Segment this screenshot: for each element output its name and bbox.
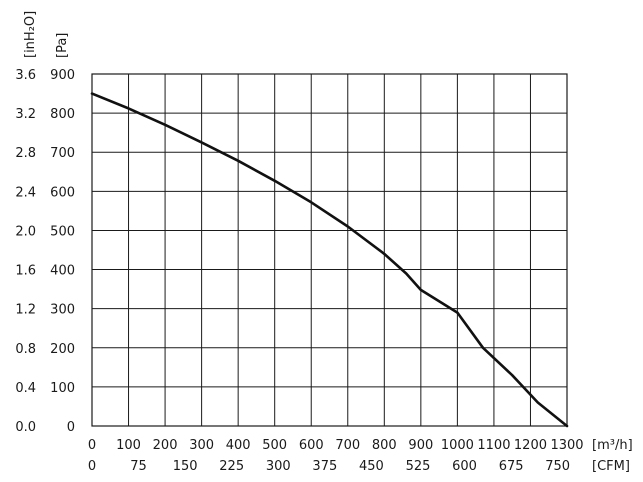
y-primary-tick-label: 0: [67, 420, 75, 435]
plot-frame: [91, 73, 568, 427]
horizontal-gridlines: [92, 112, 567, 388]
x-primary-tick-label: 0: [88, 438, 96, 453]
x-primary-tick-label: 300: [189, 438, 214, 453]
x-secondary-tick-label: 600: [452, 459, 477, 474]
series-line: [90, 92, 569, 428]
y-primary-tick-label: 100: [50, 381, 75, 396]
y-secondary-unit-label: [inH₂O]: [23, 11, 38, 58]
x-primary-tick-label: 1000: [441, 438, 474, 453]
x-primary-tick-label: 1200: [514, 438, 547, 453]
y-secondary-tick-label: 3.6: [15, 68, 36, 83]
y-secondary-tick-label: 0.8: [15, 342, 36, 357]
y-primary-tick-label: 700: [50, 146, 75, 161]
x-secondary-tick-label: 150: [173, 459, 198, 474]
x-primary-tick-label: 100: [116, 438, 141, 453]
x-primary-tick-label: 400: [226, 438, 251, 453]
x-primary-tick-label: 200: [153, 438, 178, 453]
x-secondary-tick-labels: 0 75 150 225 300 375 450 525 600 675 750: [88, 459, 570, 474]
x-secondary-tick-label: 0: [88, 459, 96, 474]
x-secondary-tick-label: 525: [406, 459, 431, 474]
x-secondary-tick-label: 225: [219, 459, 244, 474]
y-primary-tick-label: 500: [50, 224, 75, 239]
y-primary-tick-label: 200: [50, 342, 75, 357]
y-secondary-tick-label: 2.8: [15, 146, 36, 161]
x-primary-unit-label: [m³/h]: [592, 438, 633, 453]
y-secondary-tick-label: 1.2: [15, 303, 36, 318]
x-secondary-tick-label: 375: [312, 459, 337, 474]
y-primary-tick-label: 300: [50, 303, 75, 318]
x-primary-tick-label: 500: [262, 438, 287, 453]
y-secondary-tick-label: 0.4: [15, 381, 36, 396]
x-primary-tick-label: 1300: [550, 438, 583, 453]
x-primary-tick-label: 1100: [477, 438, 510, 453]
x-primary-tick-label: 800: [372, 438, 397, 453]
y-primary-tick-labels: 0 100 200 300 400 500 600 700 800 900: [50, 68, 75, 435]
y-secondary-tick-labels: 0.0 0.4 0.8 1.2 1.6 2.0 2.4 2.8 3.2 3.6: [15, 68, 36, 435]
x-secondary-tick-label: 450: [359, 459, 384, 474]
y-primary-tick-label: 900: [50, 68, 75, 83]
x-secondary-unit-label: [CFM]: [592, 459, 630, 474]
x-secondary-tick-label: 675: [499, 459, 524, 474]
y-secondary-tick-label: 3.2: [15, 107, 36, 122]
y-secondary-tick-label: 2.0: [15, 224, 36, 239]
y-secondary-tick-label: 0.0: [15, 420, 36, 435]
x-primary-tick-label: 700: [335, 438, 360, 453]
y-secondary-tick-label: 1.6: [15, 264, 36, 279]
y-secondary-tick-label: 2.4: [15, 185, 36, 200]
x-secondary-tick-label: 300: [266, 459, 291, 474]
vertical-gridlines: [128, 74, 531, 426]
x-primary-tick-label: 600: [299, 438, 324, 453]
y-primary-unit-label: [Pa]: [55, 33, 70, 58]
x-primary-tick-labels: 0 100 200 300 400 500 600 700 800 900 1000 1100 1200…: [88, 438, 584, 453]
x-secondary-tick-label: 750: [545, 459, 570, 474]
x-secondary-tick-label: 75: [130, 459, 147, 474]
y-primary-tick-label: 600: [50, 185, 75, 200]
y-primary-tick-label: 800: [50, 107, 75, 122]
x-primary-tick-label: 900: [408, 438, 433, 453]
y-primary-tick-label: 400: [50, 264, 75, 279]
